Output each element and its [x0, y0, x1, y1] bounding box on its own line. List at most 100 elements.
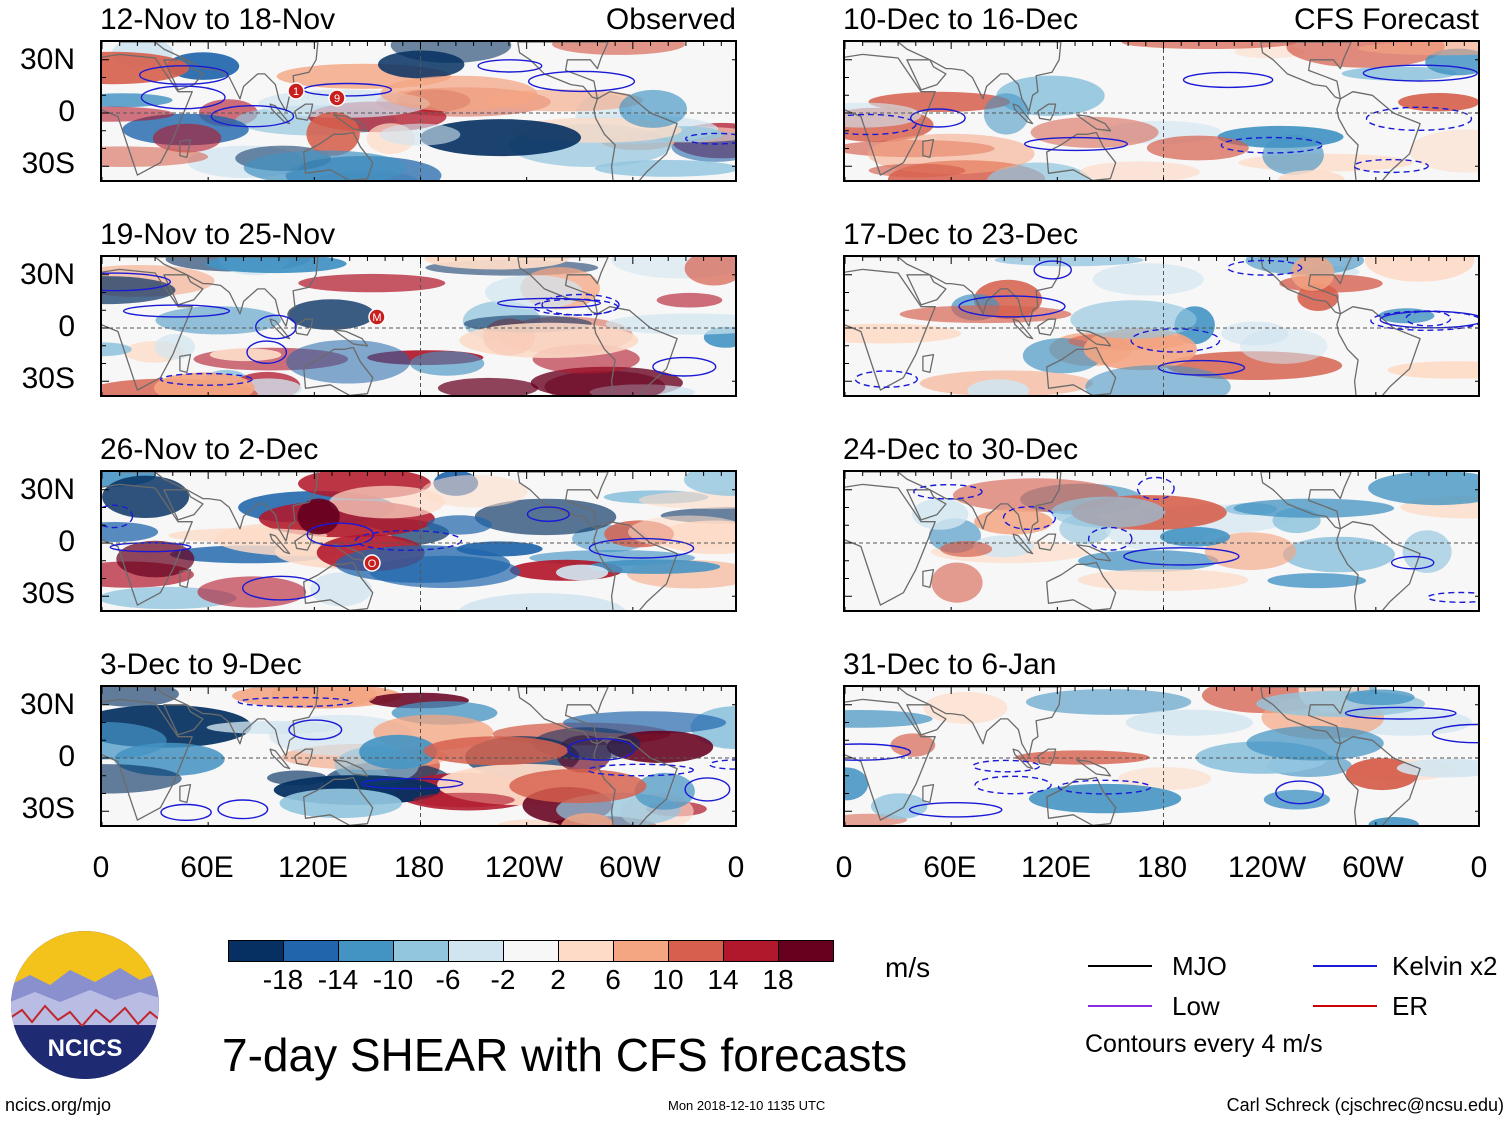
- panel-title-fc-2: 17-Dec to 23-Dec: [843, 218, 1079, 251]
- shear-anomaly: [1368, 817, 1419, 825]
- shear-anomaly: [912, 498, 969, 530]
- lon-label: 120W: [1227, 851, 1307, 884]
- panel-title-obs-3: 26-Nov to 2-Dec: [100, 433, 319, 466]
- shear-anomaly: [102, 721, 167, 760]
- shear-anomaly: [413, 792, 515, 808]
- kelvin-contour: [109, 542, 192, 553]
- kelvin-contour: [102, 504, 134, 529]
- shear-anomaly: [561, 813, 615, 825]
- shear-anomaly: [1396, 758, 1478, 778]
- kelvin-contour: [1023, 136, 1128, 152]
- colorbar-tick-label: -14: [317, 964, 359, 995]
- storm-marker: 1: [287, 82, 305, 100]
- kelvin-contour: [527, 70, 636, 93]
- shear-anomaly: [683, 472, 735, 496]
- shear-anomaly: [940, 541, 993, 557]
- kelvin-contour: [139, 65, 229, 85]
- shear-anomaly: [335, 545, 511, 583]
- panel-title-obs-4: 3-Dec to 9-Dec: [100, 648, 302, 681]
- shear-anomaly: [1022, 338, 1102, 374]
- shear-anomaly: [497, 819, 560, 825]
- lon-label: 120E: [277, 851, 349, 884]
- shear-anomaly: [380, 75, 538, 112]
- storm-marker: O: [363, 554, 381, 572]
- shear-anomaly: [287, 299, 375, 330]
- shear-anomaly: [243, 150, 406, 180]
- shear-anomaly: [459, 322, 639, 358]
- map-panel: [843, 255, 1480, 397]
- shear-map: [102, 472, 735, 610]
- kelvin-contour: [588, 537, 695, 559]
- kelvin-contour: [1390, 555, 1435, 570]
- shear-map: [845, 257, 1478, 395]
- colorbar-swatch: [723, 940, 779, 962]
- shear-anomaly: [102, 475, 190, 518]
- kelvin-contour: [246, 340, 288, 364]
- shear-anomaly: [310, 572, 372, 607]
- kelvin-contour: [909, 108, 966, 128]
- legend-mjo-line: [1088, 965, 1152, 967]
- kelvin-contour: [217, 799, 269, 820]
- kelvin-contour: [958, 295, 1066, 318]
- colorbar-swatch: [503, 940, 559, 962]
- shear-anomaly: [967, 379, 1030, 395]
- shear-anomaly: [426, 515, 492, 535]
- shear-anomaly: [458, 593, 626, 610]
- colorbar-tick-label: -6: [435, 964, 461, 995]
- lon-label: 120W: [484, 851, 564, 884]
- map-panel: [843, 685, 1480, 827]
- shear-anomaly: [1083, 328, 1197, 371]
- shear-anomaly: [1278, 170, 1345, 180]
- legend-er-label: ER: [1392, 991, 1429, 1021]
- shear-anomaly: [994, 257, 1144, 267]
- lat-label-30s: 30S: [21, 147, 75, 180]
- reference-lines: [102, 687, 735, 825]
- kelvin-contour: [684, 777, 731, 802]
- shear-anomaly: [619, 89, 687, 128]
- shear-anomaly: [1358, 42, 1478, 56]
- shear-anomaly: [1146, 135, 1249, 161]
- storm-marker: M: [368, 308, 386, 326]
- shear-anomaly: [684, 257, 735, 286]
- shear-anomaly: [1085, 365, 1231, 395]
- shear-anomaly: [298, 273, 446, 293]
- coastlines: [845, 42, 1421, 180]
- shear-anomaly: [1204, 532, 1297, 570]
- shear-anomaly: [1070, 300, 1197, 339]
- coastlines: [102, 42, 678, 180]
- shear-anomaly: [102, 764, 182, 794]
- shear-anomaly: [1267, 573, 1367, 589]
- axis-ticks: [845, 472, 1478, 610]
- colorbar-tick-label: 2: [550, 964, 566, 995]
- kelvin-contour: [306, 522, 375, 547]
- kelvin-contour: [210, 104, 295, 128]
- shear-anomaly: [1078, 549, 1219, 572]
- reference-lines: [845, 472, 1478, 610]
- storm-marker-label: M: [372, 312, 381, 324]
- shear-map: [102, 687, 735, 825]
- axis-ticks: [102, 472, 735, 610]
- panel-title-fc-3: 24-Dec to 30-Dec: [843, 433, 1079, 466]
- colorbar-tick-label: -18: [262, 964, 304, 995]
- reference-lines: [845, 687, 1478, 825]
- shear-map: [845, 687, 1478, 825]
- shear-anomaly: [116, 540, 195, 578]
- shear-anomaly: [1246, 725, 1384, 761]
- map-panel: [843, 40, 1480, 182]
- kelvin-contour: [254, 314, 297, 340]
- legend-kelvin-line: [1313, 965, 1377, 967]
- shear-anomaly: [556, 564, 609, 581]
- colorbar-swatch: [393, 940, 449, 962]
- map-panel: [100, 40, 737, 182]
- lon-label: 60E: [180, 851, 234, 884]
- kelvin-contour: [974, 775, 1052, 795]
- shear-anomaly: [154, 372, 255, 395]
- panel-title-fc-4: 31-Dec to 6-Jan: [843, 648, 1057, 681]
- colorbar-units: m/s: [885, 952, 931, 983]
- kelvin-contour: [1362, 64, 1478, 82]
- kelvin-contour: [1226, 259, 1303, 276]
- kelvin-contour: [354, 530, 463, 552]
- kelvin-contour: [237, 696, 354, 708]
- kelvin-contour: [567, 738, 635, 761]
- colorbar-swatch: [613, 940, 669, 962]
